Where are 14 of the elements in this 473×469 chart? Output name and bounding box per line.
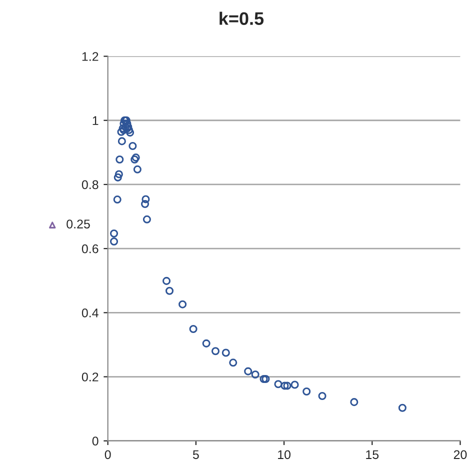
y-tick-label: 1.2	[82, 52, 98, 61]
x-tick-label: 15	[366, 450, 379, 460]
y-tick-label: 1	[92, 116, 98, 125]
chart-title: k=0.5	[220, 12, 264, 25]
legend-label: 0.25	[66, 220, 90, 228]
y-tick-label: 0.4	[82, 308, 98, 318]
x-tick-label: 0	[104, 450, 111, 460]
x-tick-label: 5	[192, 450, 199, 460]
y-tick-label: 0	[92, 436, 98, 446]
y-tick-label: 0.8	[82, 180, 98, 190]
y-tick-label: 0.2	[82, 372, 98, 382]
y-tick-label: 0.6	[82, 244, 98, 254]
x-tick-label: 20	[454, 450, 467, 460]
x-tick-label: 10	[278, 450, 290, 460]
